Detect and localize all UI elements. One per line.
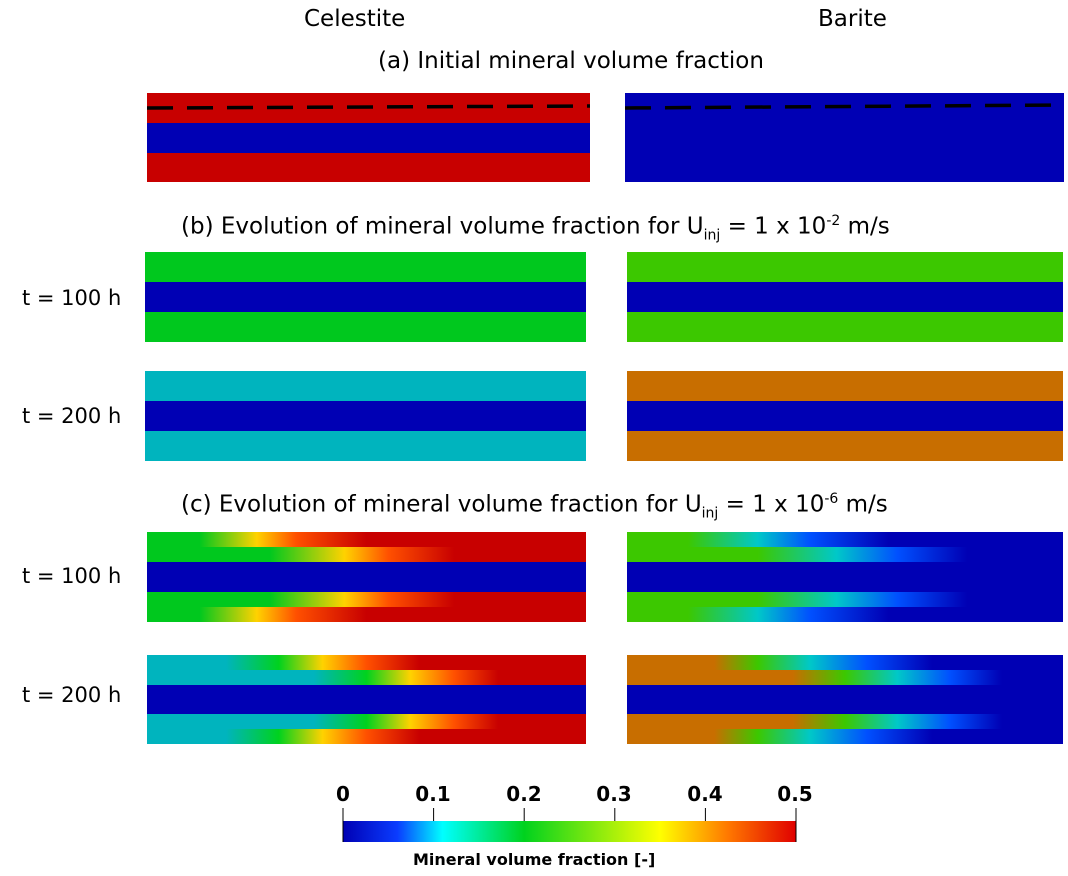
section-c-title-mid: = 1 x 10 [718,491,825,518]
outer-layer-bottom-edge [627,607,1063,622]
section-c-title-text: (c) Evolution of mineral volume fraction… [181,491,702,518]
middle-layer [627,282,1063,312]
column-header-celestite: Celestite [304,6,406,32]
panel-a-celestite-plot [147,93,590,182]
panel-b-t200-celestite [145,371,586,461]
outer-layer-bottom-inner [627,714,1063,729]
colorbar-tick-0.4: 0.4 [687,782,723,806]
outer-layer-top-edge [627,532,1063,547]
outer-layer-top-edge [147,655,586,670]
section-c-title-unit: m/s [838,491,888,518]
outer-layer-bottom [147,153,590,182]
panel-c-t200-barite [627,655,1063,744]
colorbar-tick-0: 0 [336,782,350,806]
dashed-line [147,104,590,110]
outer-layer-top-inner [147,547,586,562]
outer-layer-bottom [627,431,1063,461]
section-b-title-unit: m/s [840,213,890,240]
colorbar-tick-0.2: 0.2 [506,782,542,806]
section-c-superscript: -6 [824,491,839,507]
panel-a-barite [625,93,1064,182]
outer-layer-top-edge [147,532,586,547]
column-header-barite: Barite [818,6,887,32]
middle-layer [147,123,590,153]
outer-layer-bottom-inner [627,592,1063,607]
colorbar [342,808,797,842]
outer-layer-top-inner [627,670,1063,685]
middle-layer [627,562,1063,592]
time-label-b-100: t = 100 h [22,286,122,310]
outer-layer-top [145,252,586,282]
outer-layer-bottom-inner [147,714,586,729]
section-a-title: (a) Initial mineral volume fraction [378,48,764,74]
outer-layer-top-inner [147,670,586,685]
panel-c-t200-celestite [147,655,586,744]
outer-layer-top [145,371,586,401]
panel-c-t100-celestite [147,532,586,622]
middle-layer [145,401,586,431]
colorbar-tick-0.5: 0.5 [777,782,813,806]
outer-layer-bottom-edge [627,729,1063,744]
section-b-title: (b) Evolution of mineral volume fraction… [181,213,890,243]
middle-layer [627,401,1063,431]
dashed-line [625,103,1064,110]
outer-layer-bottom-edge [147,729,586,744]
time-label-b-200: t = 200 h [22,404,122,428]
outer-layer-top [627,252,1063,282]
colorbar-tick-0.3: 0.3 [596,782,632,806]
outer-layer-top [627,371,1063,401]
colorbar-tick-0.1: 0.1 [415,782,451,806]
outer-layer-top-inner [627,547,1063,562]
section-c-title: (c) Evolution of mineral volume fraction… [181,491,888,521]
time-label-c-200: t = 200 h [22,683,122,707]
panel-b-t200-barite [627,371,1063,461]
outer-layer-bottom [145,312,586,342]
section-b-title-text: (b) Evolution of mineral volume fraction… [181,213,704,240]
outer-layer-bottom [627,312,1063,342]
panel-b-t100-barite [627,252,1063,342]
middle-layer [145,282,586,312]
outer-layer-bottom-inner [147,592,586,607]
middle-layer [627,685,1063,714]
middle-layer [147,562,586,592]
section-b-title-mid: = 1 x 10 [720,213,827,240]
section-b-subscript: inj [703,227,721,244]
time-label-c-100: t = 100 h [22,564,122,588]
section-b-superscript: -2 [826,213,841,229]
panel-a-barite-plot [625,93,1064,182]
section-c-subscript: inj [701,505,719,522]
colorbar-title: Mineral volume fraction [-] [413,850,656,869]
outer-layer-bottom-edge [147,607,586,622]
panel-a-celestite [147,93,590,182]
outer-layer-bottom [145,431,586,461]
panel-b-t100-celestite [145,252,586,342]
colorbar-gradient [343,821,796,842]
middle-layer [147,685,586,714]
outer-layer-top-edge [627,655,1063,670]
panel-c-t100-barite [627,532,1063,622]
